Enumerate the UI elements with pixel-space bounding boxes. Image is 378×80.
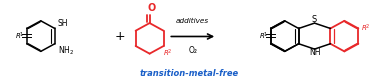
Text: NH: NH — [309, 48, 320, 57]
Text: R$^1$: R$^1$ — [15, 30, 25, 42]
Text: +: + — [114, 30, 125, 43]
Text: O: O — [147, 3, 156, 13]
Text: O₂: O₂ — [188, 46, 197, 55]
Text: R$^2$: R$^2$ — [361, 23, 371, 34]
Text: transition-metal-free: transition-metal-free — [139, 69, 239, 78]
Text: R$^1$: R$^1$ — [259, 30, 268, 42]
Text: SH: SH — [58, 19, 68, 28]
Text: S: S — [312, 15, 317, 24]
Text: R$^2$: R$^2$ — [163, 48, 172, 59]
Text: NH$_2$: NH$_2$ — [58, 44, 74, 57]
Text: additives: additives — [176, 18, 209, 24]
